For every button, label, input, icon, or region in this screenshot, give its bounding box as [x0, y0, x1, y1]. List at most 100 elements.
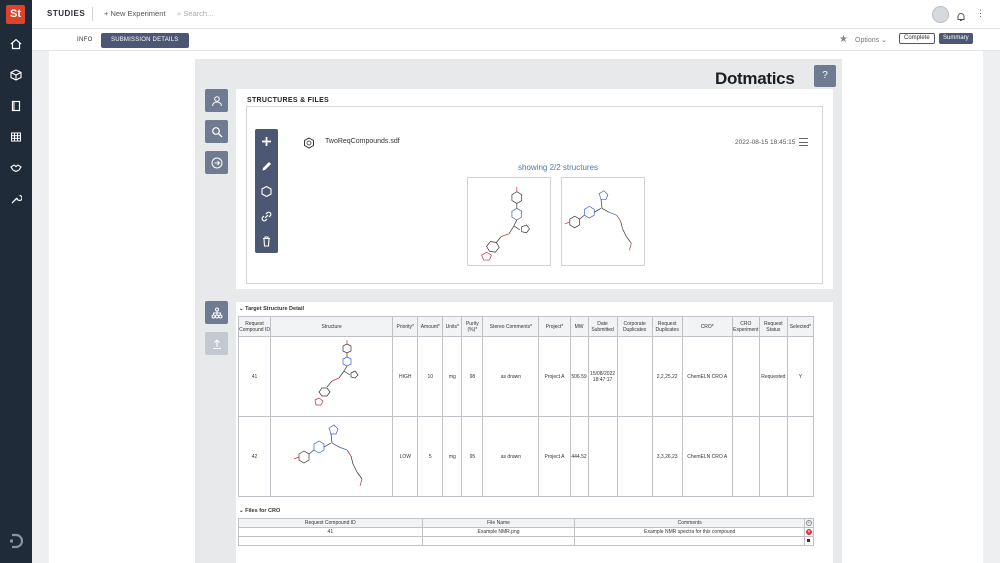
table-row[interactable]: 41	[237, 336, 815, 417]
benzene-icon[interactable]	[260, 185, 273, 198]
complete-button[interactable]: Complete	[899, 33, 935, 44]
next-arrow-button[interactable]	[205, 151, 228, 174]
cell-priority[interactable]: HIGH	[392, 336, 419, 417]
col-purity[interactable]: Purity (%)*	[461, 316, 484, 337]
tool-icon[interactable]	[8, 191, 24, 207]
search-icon: ⌕	[177, 9, 184, 18]
cell-cro-experiment	[731, 416, 760, 497]
cell-file-comment[interactable]: Example NMR spectra for this compound	[574, 527, 805, 537]
cell-selected[interactable]: Y	[786, 336, 815, 417]
col-request-compound-id[interactable]: Request Compound ID	[237, 316, 272, 337]
cell-purity[interactable]: 98	[461, 336, 484, 417]
cell-cro[interactable]: ChemELN CRO A	[681, 416, 733, 497]
search-structure-button[interactable]	[205, 120, 228, 143]
col-amount[interactable]: Amount*	[417, 316, 444, 337]
cell-amount[interactable]: 10	[417, 336, 444, 417]
avatar[interactable]	[932, 6, 949, 23]
col-date-submitted[interactable]: Date Submitted	[587, 316, 618, 337]
cell-request-duplicates: 2,2,25,22	[651, 336, 683, 417]
table-row[interactable]	[238, 536, 815, 546]
cell-project[interactable]: Project A	[538, 416, 571, 497]
cell-mw: 444.52	[569, 416, 589, 497]
structure-toolbar	[255, 129, 278, 253]
cell-cro[interactable]: ChemELN CRO A	[681, 336, 733, 417]
cell-file-comment[interactable]	[574, 536, 805, 546]
col-request-duplicates[interactable]: Request Duplicates	[651, 316, 683, 337]
cell-mw: 506.59	[569, 336, 589, 417]
link-icon[interactable]	[260, 210, 273, 223]
tab-submission-details[interactable]: SUBMISSION DETAILS	[101, 33, 189, 48]
submission-panel: Dotmatics ? STRUCTURES & FILES	[195, 59, 842, 563]
col-file-request-compound-id[interactable]: Request Compound ID	[238, 518, 423, 528]
col-stereo-comments[interactable]: Stereo Comments*	[482, 316, 540, 337]
cell-file-name[interactable]	[421, 536, 576, 546]
cell-file-name[interactable]: Example NMR.png	[421, 527, 576, 537]
col-project[interactable]: Project*	[538, 316, 571, 337]
book-icon[interactable]	[8, 98, 24, 114]
grid-icon[interactable]	[8, 129, 24, 145]
summary-button[interactable]: Summary	[939, 33, 973, 44]
col-request-status[interactable]: Request Status	[758, 316, 788, 337]
options-dropdown[interactable]: Options ⌄	[855, 36, 887, 44]
col-structure[interactable]: Structure	[270, 316, 394, 337]
cell-file-id[interactable]	[238, 536, 423, 546]
cell-amount[interactable]: 5	[417, 416, 444, 497]
cell-cro-experiment	[731, 336, 760, 417]
cell-stereo[interactable]: as drawn	[482, 336, 540, 417]
cell-file-id[interactable]: 41	[238, 527, 423, 537]
upload-button[interactable]	[205, 332, 228, 355]
cell-structure[interactable]	[270, 416, 394, 497]
cell-purity[interactable]: 95	[461, 416, 484, 497]
structures-files-card: STRUCTURES & FILES TwoReqCompounds.sdf 2…	[236, 89, 833, 289]
handshake-icon[interactable]	[8, 160, 24, 176]
trash-icon[interactable]	[260, 235, 273, 248]
cube-icon[interactable]	[8, 67, 24, 83]
help-button[interactable]: ?	[814, 65, 836, 87]
home-icon[interactable]	[8, 36, 24, 52]
molecule-file-icon	[303, 136, 315, 149]
more-menu-icon[interactable]: ⋮	[976, 8, 985, 18]
app-logo[interactable]: St	[6, 5, 25, 24]
hamburger-menu-icon[interactable]	[799, 138, 808, 146]
structure-image	[293, 424, 362, 486]
search-input[interactable]: ⌕ Search...	[177, 9, 213, 19]
structures-title: STRUCTURES & FILES	[247, 97, 330, 104]
cell-structure[interactable]	[270, 336, 394, 417]
cell-status: Requested	[758, 336, 788, 417]
col-file-comments[interactable]: Comments	[574, 518, 805, 528]
edit-icon[interactable]	[260, 160, 273, 173]
row-handle-icon[interactable]	[803, 536, 815, 546]
col-cro-experiment[interactable]: CRO Experiment	[731, 316, 760, 337]
cell-selected[interactable]	[786, 416, 815, 497]
cell-project[interactable]: Project A	[538, 336, 571, 417]
col-units[interactable]: Units*	[442, 316, 463, 337]
file-date: 2022-08-15 18:45:15	[735, 139, 796, 146]
target-structure-detail-header[interactable]: ⌄ Target Structure Detail	[239, 306, 305, 312]
new-experiment-button[interactable]: + New Experiment	[104, 9, 166, 18]
col-corporate-duplicates[interactable]: Corporate Duplicates	[616, 316, 653, 337]
cell-units[interactable]: mg	[442, 336, 463, 417]
cell-priority[interactable]: LOW	[392, 416, 419, 497]
table-row[interactable]: 42	[237, 416, 815, 497]
col-mw[interactable]: MW	[569, 316, 589, 337]
col-cro[interactable]: CRO*	[681, 316, 733, 337]
structure-thumbnail-2[interactable]	[561, 177, 645, 266]
col-selected[interactable]: Selected*	[786, 316, 815, 337]
table-row[interactable]: 41 Example NMR.png Example NMR spectra f…	[238, 527, 815, 537]
tab-info[interactable]: INFO	[77, 37, 93, 43]
cell-units[interactable]: mg	[442, 416, 463, 497]
col-file-name[interactable]: File Name	[421, 518, 576, 528]
hierarchy-button[interactable]	[205, 301, 228, 324]
col-priority[interactable]: Priority*	[392, 316, 419, 337]
add-file-icon[interactable]: +	[803, 518, 815, 528]
file-name[interactable]: TwoReqCompounds.sdf	[325, 138, 400, 145]
delete-row-icon[interactable]: ✕	[803, 527, 815, 537]
bell-icon[interactable]	[956, 9, 966, 21]
star-icon[interactable]: ★	[839, 34, 848, 45]
user-button[interactable]	[205, 89, 228, 112]
cell-stereo[interactable]: as drawn	[482, 416, 540, 497]
files-for-cro-header[interactable]: ⌄ Files for CRO	[239, 508, 281, 514]
options-label: Options	[855, 37, 880, 44]
add-icon[interactable]	[260, 135, 273, 148]
structure-thumbnail-1[interactable]	[467, 177, 551, 266]
